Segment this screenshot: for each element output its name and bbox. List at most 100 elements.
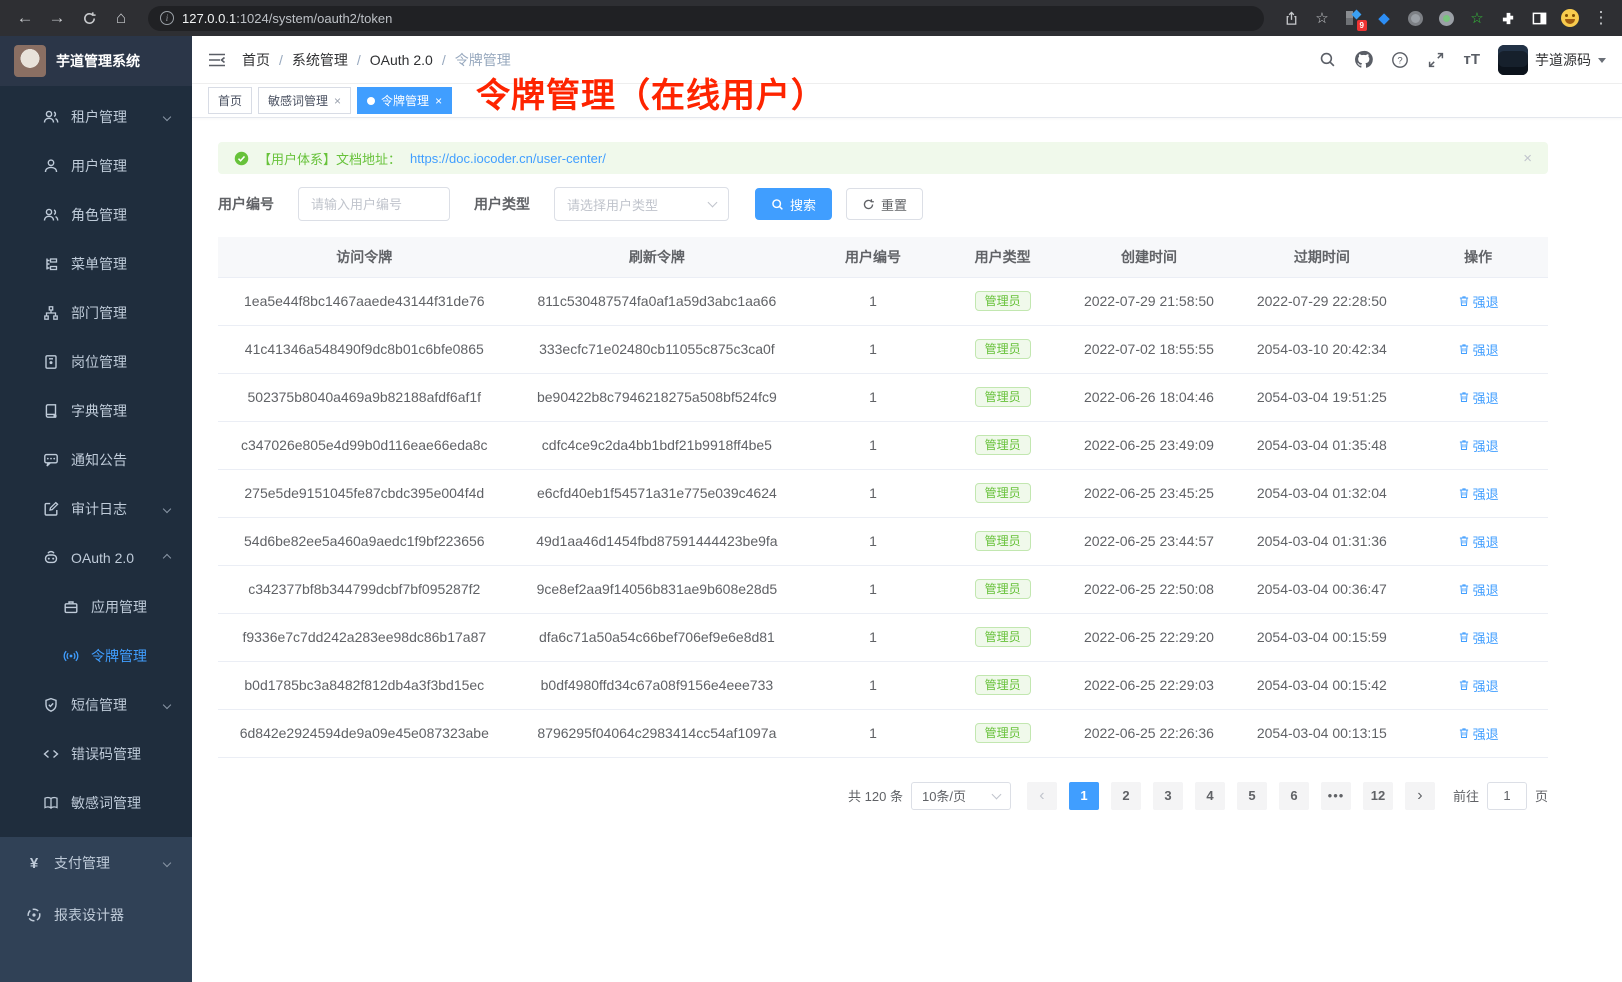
page-size-select[interactable]: 10条/页 bbox=[910, 781, 1011, 810]
search-icon bbox=[772, 198, 783, 210]
force-logout-button[interactable]: 强退 bbox=[1458, 484, 1499, 503]
force-logout-button[interactable]: 强退 bbox=[1458, 532, 1499, 551]
force-logout-button[interactable]: 强退 bbox=[1458, 676, 1499, 695]
sidebar-item-dict[interactable]: 字典管理 bbox=[0, 386, 192, 435]
browser-home-button[interactable]: ⌂ bbox=[115, 8, 127, 27]
breadcrumb-oauth2[interactable]: OAuth 2.0 bbox=[369, 51, 433, 68]
force-logout-button[interactable]: 强退 bbox=[1458, 388, 1499, 407]
goto-page-input[interactable] bbox=[1486, 781, 1527, 810]
trash-icon bbox=[1459, 584, 1468, 594]
browser-menu-icon[interactable]: ⋮ bbox=[1592, 8, 1610, 27]
bookmark-star-icon[interactable]: ☆ bbox=[1315, 10, 1329, 27]
trash-icon bbox=[1459, 632, 1468, 642]
alert-close-icon[interactable]: × bbox=[1523, 149, 1532, 167]
force-logout-button[interactable]: 强退 bbox=[1458, 292, 1499, 311]
force-logout-label: 强退 bbox=[1472, 486, 1499, 502]
sidebar-item-audit-log[interactable]: 审计日志 bbox=[0, 484, 192, 533]
sidebar-collapse-button[interactable] bbox=[208, 52, 226, 68]
force-logout-button[interactable]: 强退 bbox=[1458, 580, 1499, 599]
user-id-input[interactable] bbox=[298, 187, 450, 221]
dot-extension-icon[interactable] bbox=[1437, 9, 1455, 27]
sidebar-item-sensitive-word[interactable]: 敏感词管理 bbox=[0, 778, 192, 827]
round-extension-icon[interactable] bbox=[1406, 9, 1424, 27]
page-button-5[interactable]: 5 bbox=[1236, 781, 1267, 810]
breadcrumb-system[interactable]: 系统管理 bbox=[291, 51, 348, 68]
more-pages-button[interactable]: ••• bbox=[1320, 781, 1351, 810]
sidebar-item-menu[interactable]: 菜单管理 bbox=[0, 239, 192, 288]
star-extension-icon[interactable]: ☆ bbox=[1470, 10, 1484, 27]
reset-button[interactable]: 重置 bbox=[846, 188, 924, 220]
access-token-cell: b0d1785bc3a8482f812db4a3f3bd15ec bbox=[218, 661, 511, 710]
sidebar-item-user[interactable]: 用户管理 bbox=[0, 141, 192, 190]
close-icon[interactable]: × bbox=[334, 93, 342, 108]
report-icon bbox=[26, 907, 42, 923]
sidebar-item-role[interactable]: 角色管理 bbox=[0, 190, 192, 239]
sidebar-item-label: 审计日志 bbox=[71, 500, 127, 517]
sidebar-item-payment[interactable]: ¥ 支付管理 bbox=[0, 837, 192, 889]
tab-token[interactable]: 令牌管理 × bbox=[357, 87, 453, 114]
sidebar-item-oauth2[interactable]: OAuth 2.0 bbox=[0, 533, 192, 582]
browser-forward-button[interactable]: → bbox=[48, 8, 66, 27]
url-bar[interactable]: i 127.0.0.1:1024/system/oauth2/token bbox=[148, 5, 1264, 31]
user-type-badge: 管理员 bbox=[974, 723, 1031, 743]
code-icon bbox=[43, 746, 59, 762]
next-page-button[interactable]: › bbox=[1404, 781, 1435, 810]
extension-grid-icon[interactable]: 9 bbox=[1344, 9, 1367, 31]
chevron-down-icon bbox=[162, 700, 172, 709]
user-menu[interactable]: 芋道源码 bbox=[1498, 44, 1606, 75]
breadcrumb-home[interactable]: 首页 bbox=[242, 51, 270, 68]
sidebar-item-post[interactable]: 岗位管理 bbox=[0, 337, 192, 386]
force-logout-button[interactable]: 强退 bbox=[1458, 628, 1499, 647]
prev-page-button[interactable]: ‹ bbox=[1026, 781, 1057, 810]
sidebar-item-sms[interactable]: 短信管理 bbox=[0, 680, 192, 729]
browser-reload-button[interactable] bbox=[76, 5, 102, 31]
sidebar-item-oauth2-token[interactable]: 令牌管理 bbox=[0, 631, 192, 680]
gem-extension-icon[interactable]: ◆ bbox=[1378, 10, 1390, 27]
tab-sensitive-word[interactable]: 敏感词管理 × bbox=[258, 87, 352, 114]
app-logo[interactable]: 芋道管理系统 bbox=[0, 36, 192, 86]
font-size-icon[interactable]: ᴛT bbox=[1463, 51, 1480, 68]
doc-link[interactable]: https://doc.iocoder.cn/user-center/ bbox=[410, 150, 606, 166]
page-button-4[interactable]: 4 bbox=[1194, 781, 1225, 810]
sidepanel-icon[interactable] bbox=[1530, 9, 1548, 27]
sidebar-item-oauth2-app[interactable]: 应用管理 bbox=[0, 582, 192, 631]
sidebar-item-tenant[interactable]: 租户管理 bbox=[0, 92, 192, 141]
puzzle-extension-icon[interactable] bbox=[1499, 9, 1517, 27]
force-logout-button[interactable]: 强退 bbox=[1458, 436, 1499, 455]
user-type-select[interactable]: 请选择用户类型 bbox=[554, 187, 729, 221]
page-button-3[interactable]: 3 bbox=[1152, 781, 1183, 810]
sidebar-item-notice[interactable]: 通知公告 bbox=[0, 435, 192, 484]
fullscreen-icon[interactable] bbox=[1427, 51, 1445, 69]
search-button-label: 搜索 bbox=[790, 197, 817, 213]
sidebar-item-label: 通知公告 bbox=[71, 451, 127, 468]
chevron-down-icon bbox=[162, 858, 172, 868]
share-icon[interactable] bbox=[1282, 9, 1300, 27]
browser-back-button[interactable]: ← bbox=[16, 8, 34, 27]
action-cell: 强退 bbox=[1408, 421, 1548, 470]
expired-cell: 2054-03-10 20:42:34 bbox=[1235, 325, 1409, 374]
search-button[interactable]: 搜索 bbox=[755, 188, 833, 220]
sidebar-item-errcode[interactable]: 错误码管理 bbox=[0, 729, 192, 778]
page-button-2[interactable]: 2 bbox=[1110, 781, 1141, 810]
sidebar-item-report-designer[interactable]: 报表设计器 bbox=[0, 889, 192, 941]
col-access-token: 访问令牌 bbox=[218, 237, 511, 278]
pagination: 共 120 条 10条/页 ‹ 1 2 3 4 5 6 ••• 12 › 前往 … bbox=[218, 781, 1548, 810]
sidebar-item-dept[interactable]: 部门管理 bbox=[0, 288, 192, 337]
close-icon[interactable]: × bbox=[435, 93, 443, 108]
briefcase-icon bbox=[63, 599, 79, 615]
page-button-1[interactable]: 1 bbox=[1068, 781, 1099, 810]
search-icon[interactable] bbox=[1319, 51, 1336, 68]
tab-home[interactable]: 首页 bbox=[208, 87, 253, 114]
force-logout-button[interactable]: 强退 bbox=[1458, 724, 1499, 743]
emoji-extension-icon[interactable] bbox=[1561, 9, 1579, 27]
force-logout-label: 强退 bbox=[1472, 678, 1499, 694]
app-title: 芋道管理系统 bbox=[56, 53, 140, 69]
user-type-badge: 管理员 bbox=[974, 627, 1031, 647]
help-icon[interactable]: ? bbox=[1391, 51, 1409, 69]
page-button-6[interactable]: 6 bbox=[1278, 781, 1309, 810]
github-icon[interactable] bbox=[1354, 50, 1374, 69]
chevron-down-icon bbox=[162, 112, 172, 121]
page-button-12[interactable]: 12 bbox=[1362, 781, 1393, 810]
force-logout-button[interactable]: 强退 bbox=[1458, 340, 1499, 359]
site-info-icon[interactable]: i bbox=[160, 11, 174, 25]
